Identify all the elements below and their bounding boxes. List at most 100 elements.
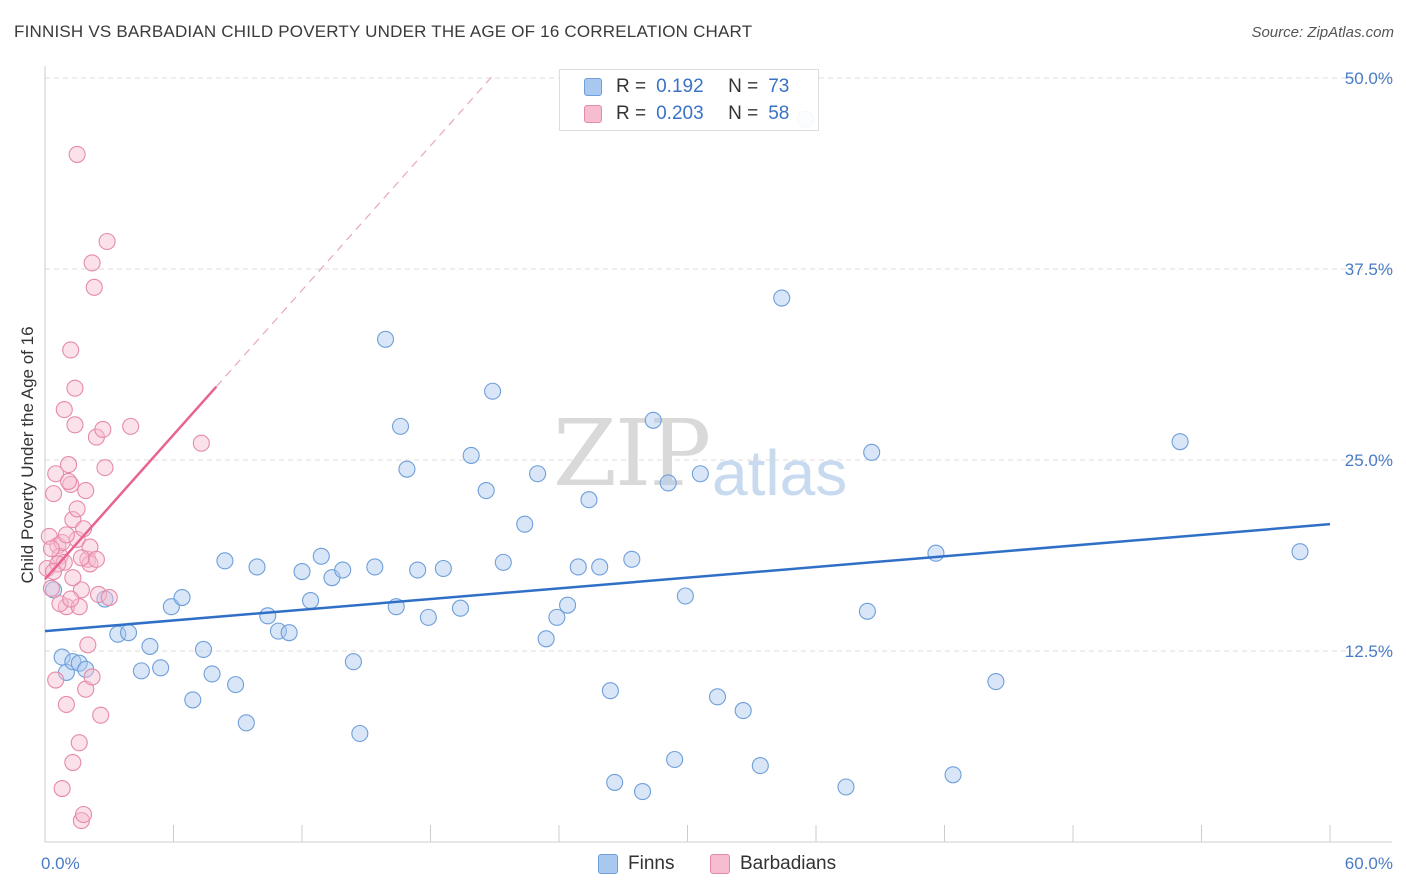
barbadians-point <box>192 434 210 452</box>
finns-point <box>351 724 369 743</box>
finns-point <box>944 766 962 784</box>
chart-title: FINNISH VS BARBADIAN CHILD POVERTY UNDER… <box>14 22 753 41</box>
barbadians-point <box>60 456 78 474</box>
finns-point <box>64 653 82 671</box>
finns-point <box>837 778 855 796</box>
barbadians-point <box>87 550 105 568</box>
finns-point <box>302 592 320 610</box>
barbadians-point <box>68 530 86 549</box>
barbadians-point <box>92 706 110 724</box>
finns-point <box>1171 433 1189 451</box>
finns-point <box>203 665 221 683</box>
barbadians-trend-line <box>44 385 218 581</box>
barbadians-r-value: 0.203 <box>656 103 704 124</box>
watermark-zip: ZIP <box>553 400 711 507</box>
finns-point <box>666 750 684 769</box>
finns-point <box>227 676 245 694</box>
barbadians-point <box>47 671 65 689</box>
y-axis-label: Child Poverty Under the Age of 16 <box>18 326 37 584</box>
finns-point <box>606 773 624 791</box>
barbadians-point <box>70 734 88 752</box>
legend-row-barbadians: R = 0.203 N = 58 <box>584 103 789 125</box>
barbadians-point <box>94 420 112 438</box>
finns-point <box>462 446 480 464</box>
barbadians-point <box>79 636 97 654</box>
finns-point <box>734 702 752 720</box>
finns-point <box>376 330 395 348</box>
barbadians-point <box>53 779 71 798</box>
finns-point <box>529 465 547 483</box>
finns-point <box>601 682 619 700</box>
barbadians-point <box>98 232 116 251</box>
finns-point <box>773 289 791 307</box>
finns-point <box>858 602 876 620</box>
barbadians-n-label: N = <box>728 103 759 124</box>
finns-point <box>248 558 266 576</box>
finns-point <box>477 482 495 500</box>
finns-r-label: R = <box>616 76 647 97</box>
bottom-barbadians-swatch <box>710 854 730 874</box>
barbadians-point <box>66 379 84 397</box>
barbadians-point <box>66 416 84 434</box>
finns-point <box>366 558 384 576</box>
bottom-legend-finns: Finns <box>598 852 674 876</box>
finns-n-value: 73 <box>768 76 790 97</box>
barbadians-point <box>100 588 118 607</box>
finns-point <box>312 547 330 565</box>
barbadians-point <box>89 585 108 604</box>
finns-point <box>691 465 709 483</box>
finns-point <box>344 653 362 671</box>
bottom-legend-barbadians: Barbadians <box>710 852 836 876</box>
finns-point <box>434 559 452 578</box>
finns-point <box>269 622 287 640</box>
barbadians-point <box>72 549 90 567</box>
barbadians-point <box>42 540 60 558</box>
finns-point <box>334 561 352 579</box>
barbadians-point <box>57 695 75 714</box>
x-tick-label-max: 60.0% <box>1345 854 1393 873</box>
finns-n-label: N = <box>728 76 759 97</box>
barbadians-trend-extension <box>215 73 496 388</box>
finns-point <box>623 550 641 568</box>
bottom-barbadians-label: Barbadians <box>740 853 837 874</box>
finns-point <box>119 624 138 642</box>
barbadians-point <box>62 475 80 493</box>
finns-r-value: 0.192 <box>656 76 704 97</box>
correlation-legend: R = 0.192 N = 73 R = 0.203 N = 58 <box>559 69 819 131</box>
finns-point <box>559 596 577 614</box>
finns-point <box>152 659 170 677</box>
barbadians-point <box>62 341 80 359</box>
finns-point <box>451 599 470 617</box>
finns-point <box>70 654 88 672</box>
barbadians-point <box>85 278 103 296</box>
finns-trend-line <box>44 522 1331 633</box>
barbadians-point <box>64 569 82 587</box>
finns-point <box>391 417 410 435</box>
barbadians-point <box>77 482 95 500</box>
finns-point <box>409 561 427 579</box>
barbadians-point <box>57 526 75 544</box>
y-tick-label: 12.5% <box>1345 642 1393 661</box>
finns-point <box>259 607 277 625</box>
finns-point <box>1291 543 1309 561</box>
finns-point <box>494 553 512 571</box>
finns-point <box>237 714 255 732</box>
finns-point <box>644 411 662 429</box>
barbadians-point <box>47 465 65 483</box>
bottom-finns-swatch <box>598 854 618 874</box>
finns-point <box>280 624 298 642</box>
finns-swatch <box>584 78 602 96</box>
finns-point <box>676 587 694 605</box>
x-tick-label-min: 0.0% <box>41 854 80 873</box>
barbadians-point <box>60 472 78 490</box>
barbadians-point <box>68 145 86 163</box>
barbadians-swatch <box>584 105 602 123</box>
finns-point <box>398 460 416 478</box>
finns-point <box>659 474 677 492</box>
finns-point <box>548 608 566 626</box>
finns-point <box>591 558 609 576</box>
barbadians-point <box>122 417 140 435</box>
finns-point <box>580 491 598 509</box>
finns-point <box>293 562 311 581</box>
finns-point <box>987 673 1005 691</box>
